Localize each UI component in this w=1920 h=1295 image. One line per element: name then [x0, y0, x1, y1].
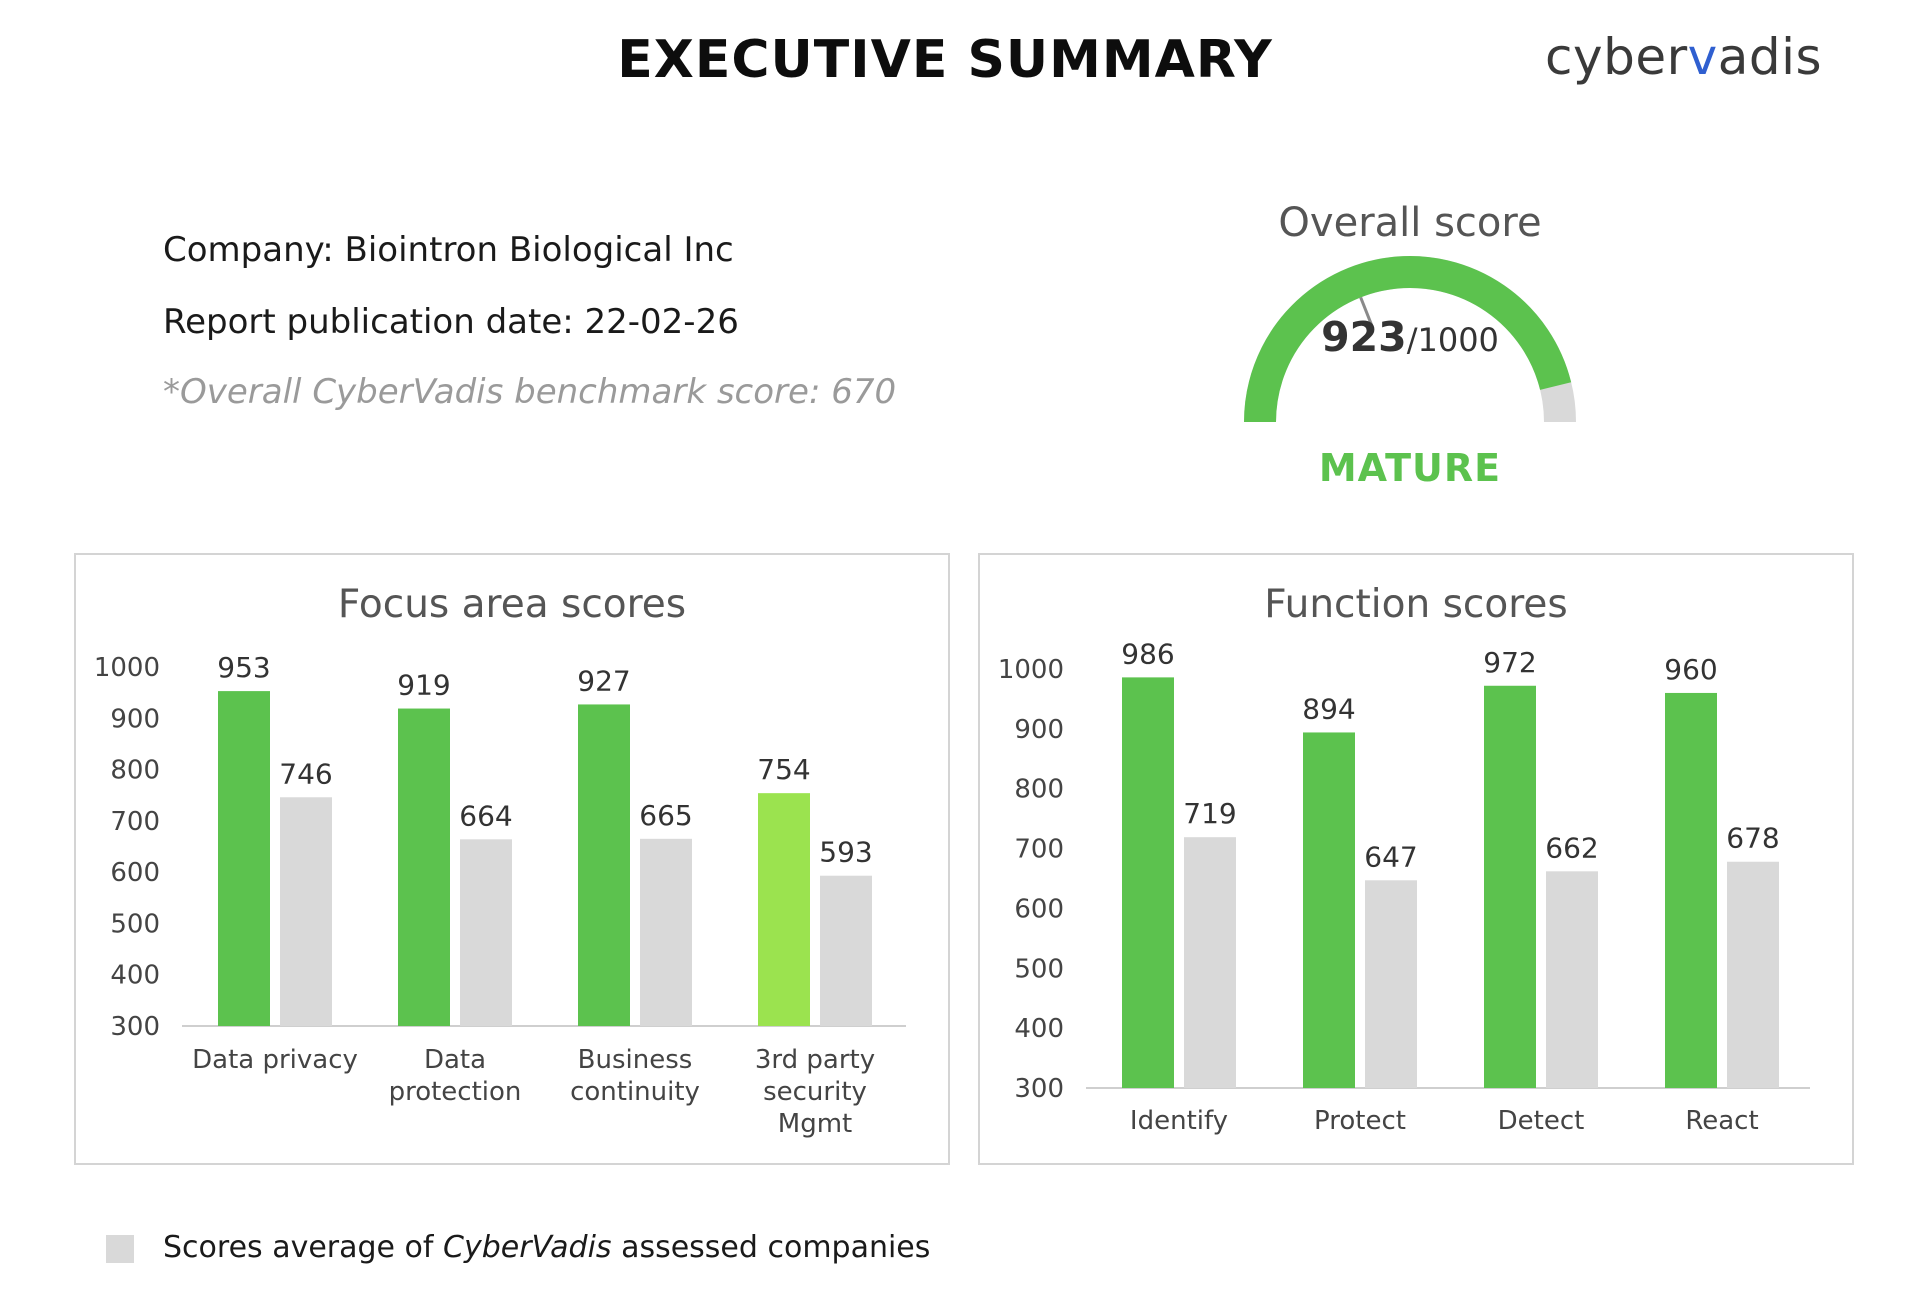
- category-label: Identify: [1130, 1106, 1228, 1136]
- legend-label: Scores average of CyberVadis assessed co…: [163, 1230, 930, 1265]
- bar-value-label: 754: [757, 753, 810, 786]
- company-score-bar: [578, 704, 630, 1026]
- focus-area-panel: Focus area scores 1000 900 800 700 600 500 400 3…: [74, 553, 950, 1165]
- company-score-bar: [218, 691, 270, 1026]
- bar-value-label: 647: [1364, 840, 1417, 873]
- legend-text-italic: CyberVadis: [443, 1230, 612, 1265]
- function-scores-chart: Function scores 1000 900 800 700 600 500 400 300…: [998, 582, 1810, 1136]
- cybervadis-logo: cybervadis: [1545, 28, 1855, 98]
- page-title: EXECUTIVE SUMMARY: [617, 30, 1273, 90]
- bar-value-label: 665: [639, 799, 692, 832]
- bar-value-label: 894: [1302, 692, 1355, 725]
- category-label: Mgmt: [778, 1109, 852, 1139]
- company-score-bar: [1484, 685, 1536, 1088]
- chart-title: Function scores: [1264, 582, 1567, 627]
- gauge-score-value: 923: [1321, 313, 1407, 361]
- bar-value-label: 662: [1545, 831, 1598, 864]
- category-label: security: [763, 1077, 867, 1107]
- bar-value-label: 664: [459, 799, 512, 832]
- legend-text-after: assessed companies: [611, 1230, 931, 1265]
- y-tick-label: 800: [1014, 775, 1064, 805]
- gauge-svg: [1244, 256, 1576, 423]
- bar-value-label: 919: [397, 669, 450, 702]
- company-score-bar: [758, 793, 810, 1026]
- y-tick-label: 900: [1014, 715, 1064, 745]
- y-tick-label: 1000: [94, 653, 160, 683]
- focus-area-chart: Focus area scores 1000 900 800 700 600 500 400 3…: [94, 582, 906, 1139]
- bar-value-label: 960: [1664, 653, 1717, 686]
- average-score-bar: [280, 797, 332, 1026]
- bar-value-label: 678: [1726, 822, 1779, 855]
- bar-value-label: 746: [279, 757, 332, 790]
- company-name: Company: Biointron Biological Inc: [163, 230, 734, 270]
- overall-score-gauge: Overall score 923/1000 MATURE: [1230, 200, 1590, 500]
- average-score-bar: [460, 839, 512, 1026]
- bar-value-label: 953: [217, 651, 270, 684]
- company-score-bar: [398, 708, 450, 1026]
- y-tick-label: 700: [1014, 835, 1064, 865]
- category-label: Data privacy: [192, 1045, 358, 1075]
- function-scores-panel: Function scores 1000 900 800 700 600 500 400 300…: [978, 553, 1854, 1165]
- y-tick-label: 1000: [998, 655, 1064, 685]
- average-score-bar: [1184, 837, 1236, 1088]
- y-tick-label: 700: [110, 807, 160, 837]
- average-score-bar: [1727, 861, 1779, 1088]
- bar-value-label: 593: [819, 836, 872, 869]
- category-label: Protect: [1314, 1106, 1406, 1136]
- publication-date: Report publication date: 22-02-26: [163, 302, 739, 342]
- y-tick-label: 900: [110, 704, 160, 734]
- category-label: Business: [578, 1045, 693, 1075]
- bar-value-label: 927: [577, 664, 630, 697]
- logo-text-left: cyber: [1545, 28, 1688, 86]
- gauge-fill: [1244, 256, 1572, 423]
- logo-mark: v: [1687, 28, 1718, 86]
- category-label: protection: [389, 1077, 522, 1107]
- gauge-score: 923/1000: [1230, 313, 1590, 361]
- gauge-title: Overall score: [1278, 200, 1542, 246]
- chart-title: Focus area scores: [338, 582, 686, 627]
- benchmark-score: *Overall CyberVadis benchmark score: 670: [163, 372, 897, 412]
- y-tick-label: 800: [110, 756, 160, 786]
- y-tick-label: 500: [1014, 954, 1064, 984]
- y-tick-label: 600: [1014, 894, 1064, 924]
- legend-swatch: [106, 1235, 134, 1263]
- y-tick-label: 600: [110, 858, 160, 888]
- category-label: React: [1685, 1106, 1758, 1136]
- category-label: Data: [424, 1045, 486, 1075]
- average-score-bar: [1546, 871, 1598, 1088]
- bar-value-label: 719: [1183, 797, 1236, 830]
- category-label: continuity: [570, 1077, 700, 1107]
- maturity-level: MATURE: [1318, 446, 1502, 490]
- category-label: Detect: [1498, 1106, 1585, 1136]
- company-score-bar: [1122, 677, 1174, 1088]
- y-tick-label: 400: [1014, 1014, 1064, 1044]
- gauge-score-max: /1000: [1406, 321, 1499, 359]
- y-tick-label: 500: [110, 909, 160, 939]
- bar-value-label: 972: [1483, 646, 1536, 679]
- y-tick-label: 300: [1014, 1074, 1064, 1104]
- logo-text-right: adis: [1717, 28, 1823, 86]
- average-score-bar: [640, 838, 692, 1026]
- legend-text-before: Scores average of: [163, 1230, 443, 1265]
- average-score-bar: [1365, 880, 1417, 1088]
- average-score-bar: [820, 875, 872, 1026]
- category-label: 3rd party: [755, 1045, 875, 1075]
- gauge-needle: [1359, 296, 1374, 328]
- company-score-bar: [1665, 692, 1717, 1088]
- y-tick-label: 300: [110, 1012, 160, 1042]
- y-tick-label: 400: [110, 961, 160, 991]
- company-score-bar: [1303, 732, 1355, 1088]
- bar-value-label: 986: [1121, 637, 1174, 670]
